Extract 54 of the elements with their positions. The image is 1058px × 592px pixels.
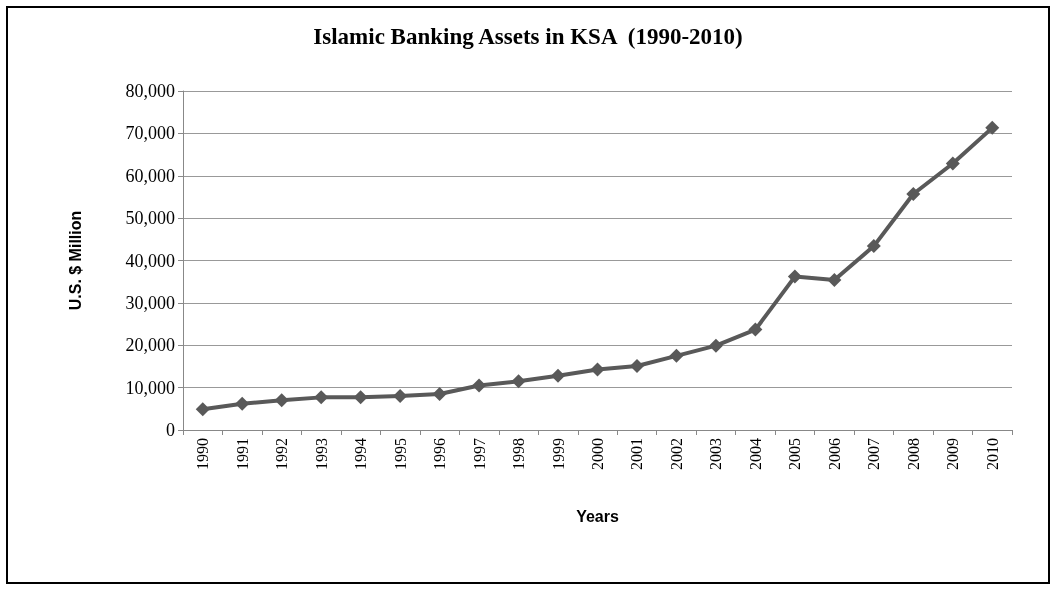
- point: [353, 390, 368, 405]
- y-tick-label: 80,000: [125, 81, 175, 101]
- point: [472, 378, 487, 393]
- y-tick-label: 60,000: [125, 165, 175, 186]
- y-tick-label: 40,000: [125, 250, 175, 271]
- x-tick-label: 2004: [746, 438, 764, 470]
- x-tick-label: 2005: [786, 438, 804, 470]
- x-tick-label: 1995: [391, 438, 409, 470]
- point: [274, 393, 289, 408]
- y-tick-label: 10,000: [125, 377, 175, 398]
- y-axis-title: U.S. $ Million: [66, 210, 84, 311]
- point: [787, 269, 802, 284]
- x-axis-title: Years: [576, 507, 619, 525]
- x-tick-label: 1990: [194, 438, 212, 470]
- y-tick-label: 20,000: [125, 335, 175, 356]
- x-tick-label: 1992: [273, 438, 291, 470]
- point: [590, 362, 605, 377]
- point: [551, 368, 566, 383]
- x-tick-label: 1997: [470, 438, 488, 470]
- x-tick-label: 1994: [352, 438, 370, 470]
- point: [432, 386, 447, 401]
- point: [314, 390, 329, 405]
- point: [708, 338, 723, 353]
- x-tick-label: 2009: [944, 438, 962, 470]
- x-tick-label: 2003: [707, 438, 725, 470]
- point: [985, 120, 1000, 135]
- y-tick-label: 30,000: [125, 292, 175, 313]
- point: [235, 396, 250, 411]
- point: [906, 186, 921, 201]
- x-tick-label: 2000: [589, 438, 606, 470]
- x-tick-label: 1996: [431, 438, 449, 470]
- x-tick-label: 1991: [233, 438, 251, 470]
- x-tick-label: 2008: [904, 438, 922, 470]
- x-tick-label: 2001: [628, 438, 646, 470]
- point: [945, 156, 960, 171]
- point: [748, 322, 763, 337]
- y-tick-label: 0: [166, 420, 175, 440]
- point: [866, 239, 881, 254]
- point: [195, 402, 210, 417]
- x-tick-label: 2002: [667, 438, 685, 470]
- x-tick-label: 2006: [825, 438, 843, 470]
- y-tick-label: 70,000: [125, 123, 175, 144]
- chart-title: Islamic Banking Assets in KSA (1990-2010): [313, 24, 743, 49]
- x-tick-label: 1999: [549, 438, 567, 470]
- point: [669, 348, 684, 363]
- x-tick-label: 1993: [312, 438, 330, 470]
- point: [511, 374, 526, 389]
- x-tick-label: 2007: [865, 438, 883, 470]
- point: [827, 272, 842, 287]
- point: [629, 359, 644, 374]
- y-tick-label: 50,000: [125, 208, 175, 229]
- point: [393, 389, 408, 404]
- x-tick-label: 1998: [510, 438, 528, 470]
- x-tick-label: 2010: [983, 438, 1001, 470]
